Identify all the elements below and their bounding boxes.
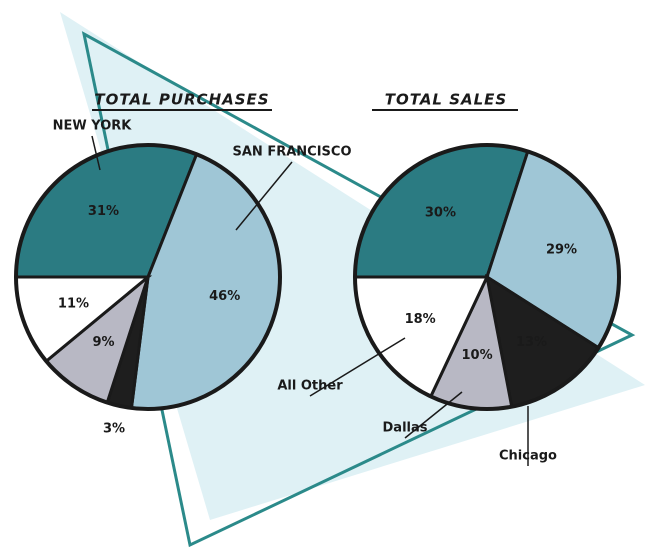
value-label: 9% (92, 335, 114, 350)
value-label: 31% (88, 204, 119, 219)
category-label: Chicago (499, 449, 557, 464)
category-label: All Other (277, 379, 343, 394)
leader-line (404, 391, 463, 439)
value-label: 30% (425, 205, 456, 220)
category-label: NEW YORK (53, 119, 133, 134)
pie-outline (14, 143, 282, 411)
category-label: SAN FRANCISCO (233, 145, 352, 160)
value-label: 29% (546, 243, 577, 258)
value-label: 13% (516, 335, 547, 350)
leader-line (91, 135, 101, 171)
category-label: Dallas (383, 421, 428, 436)
leader-line (309, 337, 406, 397)
leader-line (235, 161, 293, 231)
value-label: 46% (209, 289, 240, 304)
chart-title: TOTAL PURCHASES (94, 91, 269, 109)
value-label: 10% (462, 348, 493, 363)
pie-outline (353, 143, 621, 411)
value-label: 3% (103, 422, 125, 437)
value-label: 18% (405, 312, 436, 327)
value-label: 11% (58, 296, 89, 311)
chart-title: TOTAL SALES (385, 91, 507, 109)
